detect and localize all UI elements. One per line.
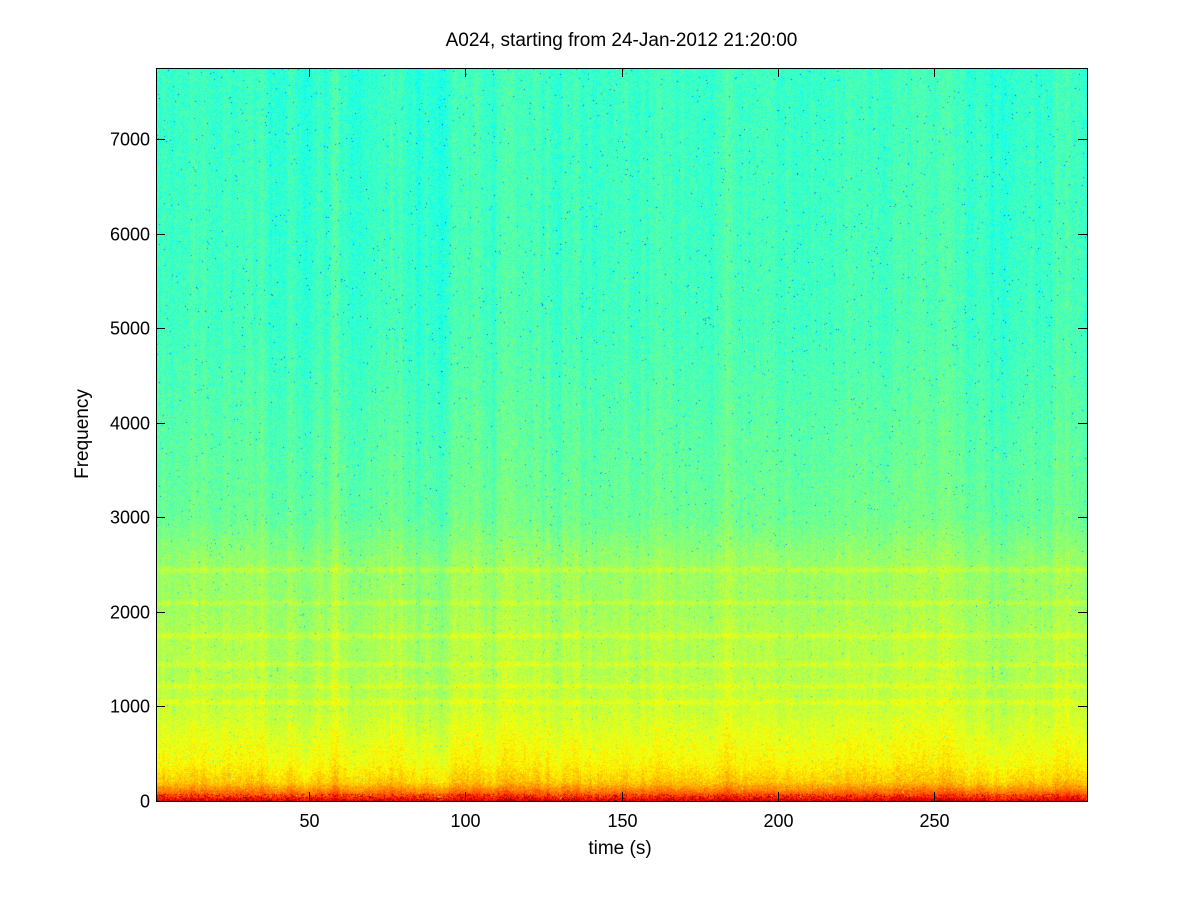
x-tick-label: 200 xyxy=(763,811,793,831)
y-tick-label: 6000 xyxy=(110,225,150,245)
plot-frame xyxy=(156,68,1088,802)
y-axis-ticks: 0 1000 2000 3000 4000 5000 6000 7000 xyxy=(110,130,1087,812)
x-axis-label: time (s) xyxy=(588,838,651,859)
chart-title: A024, starting from 24-Jan-2012 21:20:00 xyxy=(445,30,798,51)
y-tick-label: 3000 xyxy=(110,508,150,528)
x-axis-ticks: 50 100 150 200 250 xyxy=(299,68,950,831)
x-tick-label: 100 xyxy=(450,811,480,831)
y-tick-label: 1000 xyxy=(110,697,150,717)
spectrogram-heatmap xyxy=(156,68,1087,801)
x-tick-label: 150 xyxy=(607,811,637,831)
y-tick-label: 4000 xyxy=(110,414,150,434)
y-tick-label: 2000 xyxy=(110,603,150,623)
plot-border xyxy=(156,68,1088,802)
spectrogram-plot-area xyxy=(156,68,1087,801)
y-axis-label: Frequency xyxy=(72,389,93,479)
y-tick-label: 0 xyxy=(140,792,150,812)
y-tick-label: 7000 xyxy=(110,130,150,150)
x-tick-label: 50 xyxy=(299,811,319,831)
x-tick-label: 250 xyxy=(919,811,949,831)
y-tick-label: 5000 xyxy=(110,319,150,339)
